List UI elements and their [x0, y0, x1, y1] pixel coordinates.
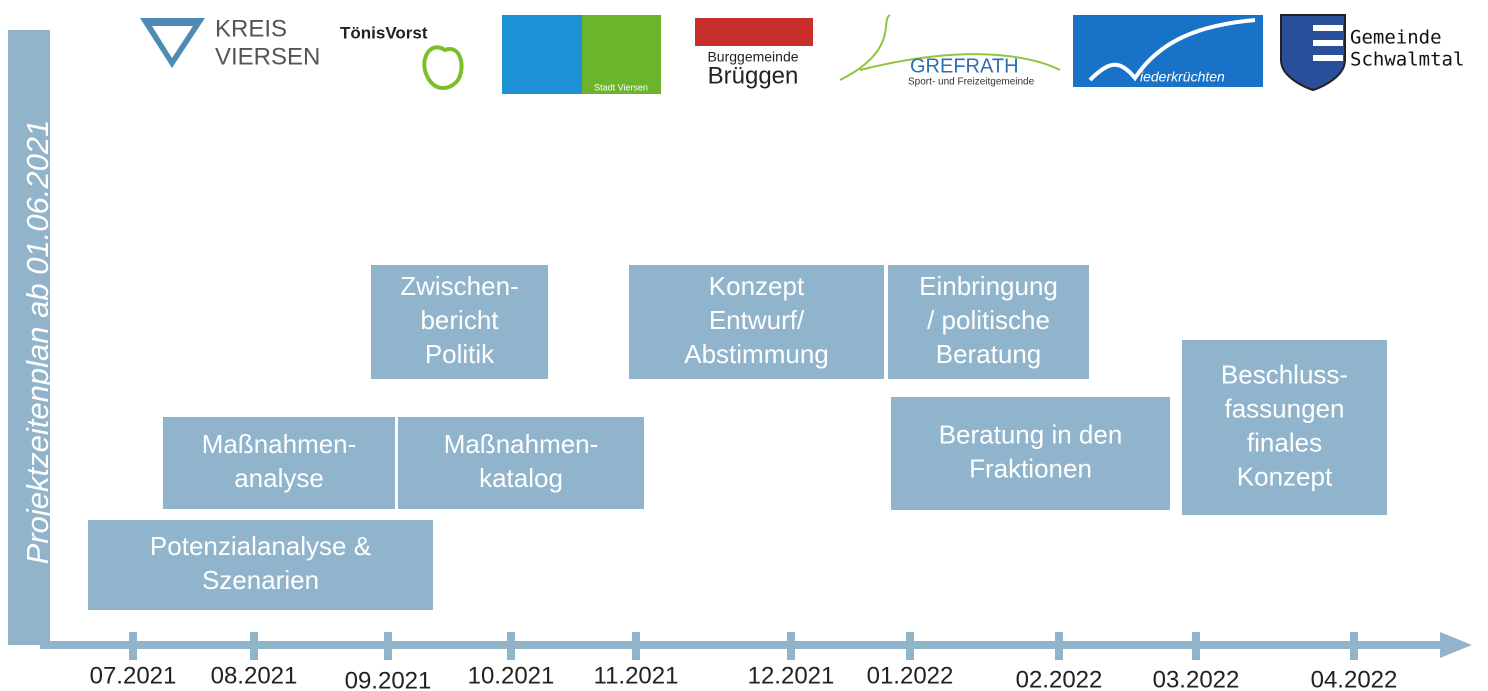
axis-label: 04.2022: [1311, 666, 1398, 691]
logo-shape: [1280, 14, 1346, 92]
logo-shape: [422, 45, 464, 90]
logo-toenisvorst: TönisVorst: [340, 23, 464, 90]
task-box: [88, 520, 433, 610]
task-box: [891, 397, 1170, 510]
logo-shape: [502, 15, 582, 94]
task-box: [163, 417, 395, 509]
logo-shape: [839, 14, 1061, 81]
task-label: Konzept: [709, 271, 805, 301]
logo-shape: [1313, 55, 1343, 61]
axis-tick: [787, 632, 795, 660]
logo-text: TönisVorst: [340, 23, 428, 42]
axis-label: 07.2021: [90, 662, 177, 689]
logo-text: Sport- und Freizeitgemeinde: [908, 77, 1035, 88]
axis-tick: [1350, 632, 1358, 660]
task-label: Entwurf/: [709, 305, 805, 335]
task-label: Abstimmung: [684, 339, 829, 369]
axis-tick: [1192, 632, 1200, 660]
axis-label: 09.2021: [345, 667, 432, 691]
axis-line: [40, 641, 1445, 649]
axis-tick: [632, 632, 640, 660]
axis-tick: [250, 632, 258, 660]
task-label: Konzept: [1237, 461, 1333, 491]
task-label: Fraktionen: [969, 453, 1092, 483]
axis-tick: [906, 632, 914, 660]
logo-text: Schwalmtal: [1350, 49, 1464, 71]
axis-tick: [384, 632, 392, 660]
axis-label: 03.2022: [1153, 666, 1240, 691]
logo-brueggen: Burggemeinde Brüggen: [695, 18, 813, 89]
task-box: [398, 417, 644, 509]
logo-niederkruechten: iederkrüchten: [1073, 15, 1263, 87]
task-label: finales: [1247, 427, 1322, 457]
task-label: Potenzialanalyse &: [150, 531, 371, 561]
logo-text: Gemeinde: [1350, 27, 1442, 49]
axis-label: 12.2021: [748, 662, 835, 689]
task-label: katalog: [479, 463, 563, 493]
task-box: [888, 265, 1089, 379]
logo-grefrath: GREFRATH Sport- und Freizeitgemeinde: [839, 14, 1061, 88]
logo-kreis-viersen: KREIS VIERSEN: [140, 15, 320, 70]
logo-shape: [1313, 40, 1343, 46]
task-label: Politik: [425, 339, 495, 369]
task-label: bericht: [420, 305, 499, 335]
task-label: Zwischen-: [400, 271, 518, 301]
axis-tick: [1055, 632, 1063, 660]
task-label: Einbringung: [919, 271, 1058, 301]
task-label: Maßnahmen-: [444, 429, 599, 459]
axis-tick: [129, 632, 137, 660]
task-label: analyse: [234, 463, 324, 493]
axis-label: 01.2022: [867, 662, 954, 689]
logo-shape: [1073, 15, 1263, 87]
logo-shape: [1313, 25, 1343, 31]
title-bar: [8, 30, 50, 645]
title: Projektzeitenplan ab 01.06.2021: [20, 120, 55, 565]
task-box: [1182, 340, 1387, 515]
logo-text: GREFRATH: [910, 55, 1019, 77]
logo-shape: [140, 18, 205, 68]
task-label: Beschluss-: [1221, 359, 1348, 389]
axis-label: 10.2021: [468, 662, 555, 689]
logo-text: VIERSEN: [215, 43, 320, 70]
task-label: Beratung in den: [939, 419, 1123, 449]
axis-label: 11.2021: [594, 662, 679, 689]
logo-text: Burggemeinde: [707, 49, 798, 65]
task-box: [629, 265, 884, 379]
logo-shape: [582, 15, 661, 94]
task-box: [371, 265, 548, 379]
task-label: fassungen: [1225, 393, 1345, 423]
task-label: / politische: [927, 305, 1050, 335]
task-label: Beratung: [936, 339, 1042, 369]
logo-schwalmtal: Gemeinde Schwalmtal: [1280, 14, 1464, 92]
axis-arrow: [1440, 632, 1472, 658]
task-label: Szenarien: [202, 565, 319, 595]
logo-text: KREIS: [215, 15, 287, 42]
logo-shape: [1088, 18, 1256, 82]
axis-label: 02.2022: [1016, 666, 1103, 691]
logo-stadt-viersen: Stadt Viersen: [502, 15, 661, 94]
axis-tick: [507, 632, 515, 660]
logo-text: Brüggen: [708, 62, 799, 89]
logo-text: iederkrüchten: [1140, 69, 1225, 85]
logo-shape: [695, 18, 813, 46]
axis-label: 08.2021: [211, 662, 298, 689]
logo-text: Stadt Viersen: [594, 82, 648, 92]
task-label: Maßnahmen-: [202, 429, 357, 459]
